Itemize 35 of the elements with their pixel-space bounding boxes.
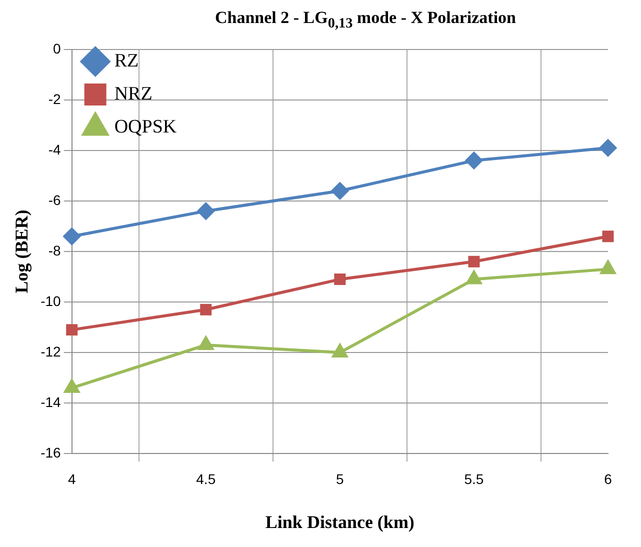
legend-label: OQPSK [114, 116, 177, 138]
point [198, 336, 214, 350]
y-tick-label: -12 [40, 344, 62, 360]
point [332, 344, 348, 358]
y-tick-label: -6 [48, 192, 62, 208]
point [63, 228, 80, 246]
point [465, 152, 482, 170]
y-tick-label: -16 [40, 444, 62, 461]
y-tick-label: -8 [48, 242, 62, 259]
point [600, 140, 616, 157]
y-tick-label: 0 [53, 40, 62, 57]
y-tick-label: -4 [48, 142, 62, 158]
y-tick-label: -10 [40, 293, 62, 310]
y-tick-label: -14 [40, 394, 62, 410]
x-axis-title: Link Distance (km) [265, 512, 414, 532]
point [468, 256, 480, 268]
point [600, 261, 616, 275]
x-tick-label: 4 [68, 471, 76, 488]
x-tick-label: 5 [336, 471, 344, 488]
x-tick-label: 4.5 [196, 471, 216, 488]
point [197, 202, 214, 220]
y-tick-label: -2 [48, 91, 62, 108]
chart-title: Channel 2 - LG$_{0,13}$ mode - X Polarization [214, 8, 518, 32]
x-tick-label: 6 [604, 471, 612, 488]
point [200, 304, 212, 316]
point [466, 271, 482, 285]
y-axis-title: Log (BER) [11, 210, 32, 294]
point [66, 324, 78, 336]
x-tick-label: 5.5 [464, 471, 484, 488]
legend-label: NRZ [114, 84, 152, 105]
point [64, 380, 80, 394]
legend-label: RZ [114, 50, 139, 72]
point [602, 230, 614, 242]
point [331, 182, 348, 200]
point [334, 274, 346, 286]
